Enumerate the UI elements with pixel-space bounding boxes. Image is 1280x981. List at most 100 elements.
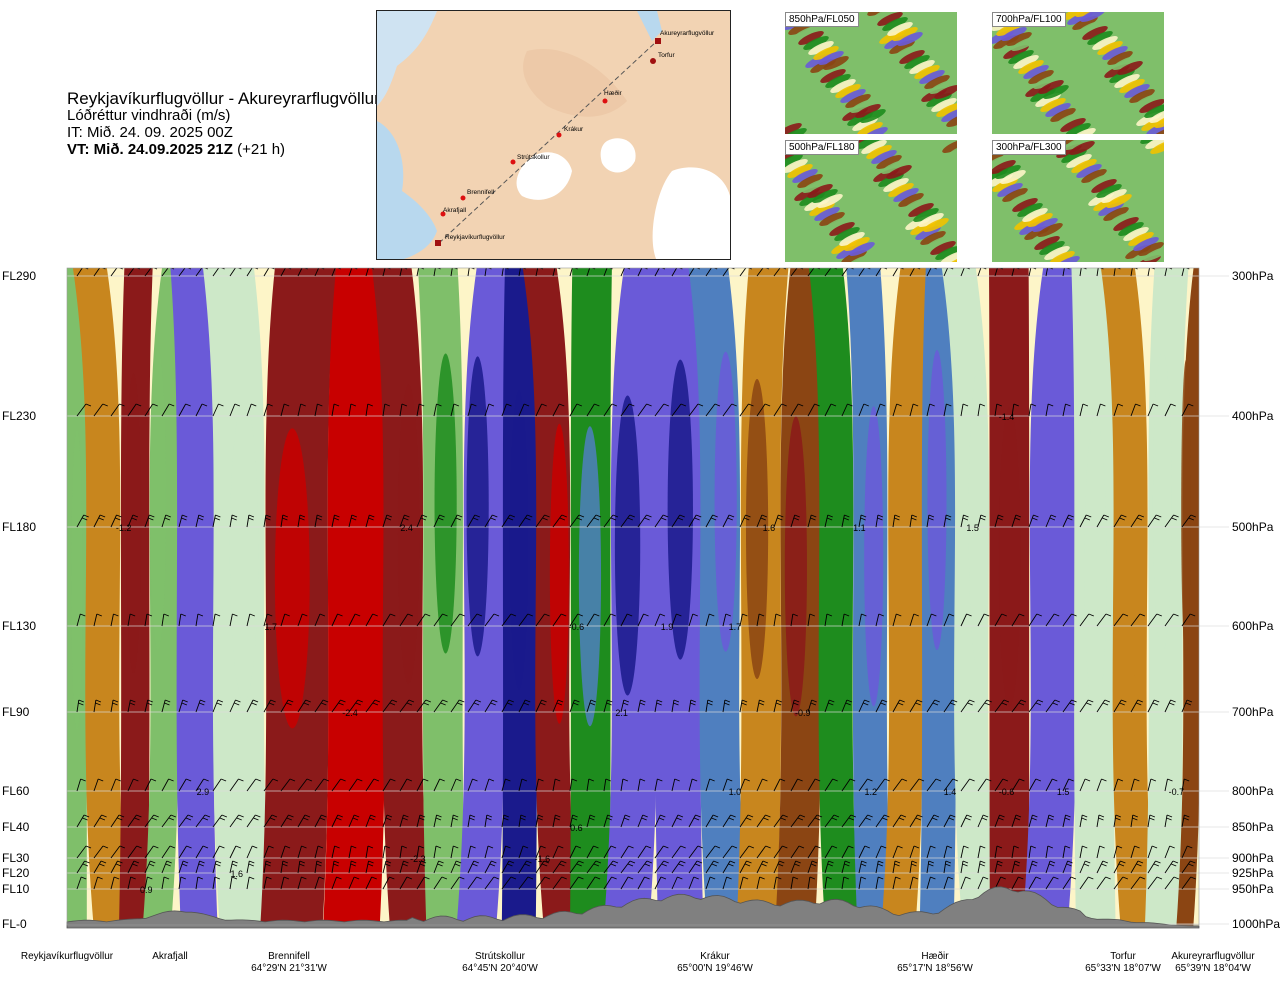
thumbnail-500[interactable]: 500hPa/FL180 xyxy=(785,140,957,262)
wind-barb xyxy=(841,778,856,792)
wind-barb xyxy=(1113,403,1124,417)
wind-barb xyxy=(1181,778,1190,792)
wind-barb xyxy=(212,514,221,528)
wind-barb xyxy=(314,268,325,277)
wind-barb xyxy=(892,613,902,627)
wind-barb xyxy=(246,403,257,417)
wind-barb xyxy=(1164,860,1179,874)
thumbnail-700[interactable]: 700hPa/FL100 xyxy=(992,12,1164,134)
pressure-tick: 700hPa xyxy=(1232,705,1274,719)
wind-barb xyxy=(671,613,682,627)
wind-barb xyxy=(654,860,669,874)
wind-barb xyxy=(705,876,716,890)
wind-barb xyxy=(297,403,306,417)
wind-barb xyxy=(1096,814,1105,828)
wind-barb xyxy=(110,860,123,874)
wind-barb xyxy=(994,814,1005,828)
wind-barb xyxy=(382,613,396,627)
wind-barb xyxy=(212,876,220,890)
wind-barb xyxy=(807,814,823,828)
wind-barb xyxy=(195,860,205,874)
map-label: Torfur xyxy=(658,52,675,59)
thumbnail-300[interactable]: 300hPa/FL300 xyxy=(992,140,1164,262)
vertical-velocity-field xyxy=(67,268,1199,928)
wind-barb xyxy=(671,699,680,713)
wind-barb xyxy=(229,514,238,528)
wind-barb xyxy=(280,845,291,859)
wind-barb xyxy=(297,613,308,627)
wind-barb xyxy=(807,845,821,859)
wind-barb xyxy=(705,860,719,874)
wind-barb xyxy=(348,814,360,828)
wind-barb xyxy=(909,778,925,792)
wind-barb xyxy=(654,514,669,528)
value-label: -1.4 xyxy=(999,412,1015,422)
wind-barb xyxy=(93,613,102,627)
wind-barb xyxy=(892,814,907,828)
wind-barb xyxy=(1130,876,1146,890)
wind-barb xyxy=(178,514,188,528)
wind-barb xyxy=(892,860,901,874)
wind-barb xyxy=(161,876,170,890)
thumbnail-850[interactable]: 850hPa/FL050 xyxy=(785,12,957,134)
wind-barb xyxy=(1079,876,1094,890)
wind-barb xyxy=(841,613,850,627)
field-core xyxy=(831,429,851,730)
location-name: Torfur xyxy=(1110,951,1136,962)
field-core xyxy=(927,350,947,651)
location-label: Akureyrarflugvöllur 65°39'N 18°04'W xyxy=(1171,951,1254,975)
pressure-tick: 800hPa xyxy=(1232,784,1274,798)
wind-barb xyxy=(93,778,104,792)
location-label: Reykjavíkurflugvöllur xyxy=(21,951,113,963)
wind-barb xyxy=(1028,613,1042,627)
wind-barb xyxy=(637,845,652,859)
wind-barb xyxy=(501,845,511,859)
pressure-tick: 1000hPa xyxy=(1232,917,1280,931)
wind-barb xyxy=(1147,778,1157,792)
wind-barb xyxy=(144,699,153,713)
wind-barb xyxy=(297,514,306,528)
wind-barb xyxy=(467,876,482,890)
map-label: Brennifell xyxy=(467,189,495,196)
wind-barb xyxy=(773,514,784,528)
wind-barb xyxy=(501,613,517,627)
wind-barb xyxy=(144,403,158,417)
wind-barb xyxy=(433,845,442,859)
wind-barb xyxy=(178,268,192,277)
wind-barb xyxy=(1028,876,1042,890)
wind-barb xyxy=(467,778,478,792)
wind-barb xyxy=(467,613,483,627)
wind-barb xyxy=(603,403,618,417)
wind-barb xyxy=(365,403,373,417)
wind-barb xyxy=(433,514,445,528)
wind-barb xyxy=(671,514,685,528)
wind-barb xyxy=(926,876,936,890)
wind-barb xyxy=(909,876,919,890)
wind-barb xyxy=(382,860,392,874)
wind-barb xyxy=(110,268,123,277)
wind-barb xyxy=(790,268,804,277)
wind-barb xyxy=(1062,403,1071,417)
wind-barb xyxy=(161,699,171,713)
wind-barb xyxy=(450,268,458,277)
wind-barb xyxy=(569,514,585,528)
wind-barb xyxy=(654,876,667,890)
wind-barb xyxy=(722,845,738,859)
wind-barb xyxy=(943,814,956,828)
wind-barb xyxy=(739,268,752,277)
wind-barb xyxy=(1045,613,1060,627)
wind-barb xyxy=(518,814,527,828)
map-label: Krákur xyxy=(564,126,584,133)
wind-barb xyxy=(705,613,715,627)
value-label: 0.6 xyxy=(570,823,583,833)
wind-barb xyxy=(943,860,952,874)
wind-barb xyxy=(654,845,669,859)
wind-barb xyxy=(688,403,704,417)
wind-barb xyxy=(246,876,255,890)
wind-barb xyxy=(399,814,409,828)
wind-barb xyxy=(229,613,238,627)
wind-barb xyxy=(161,514,171,528)
wind-barb xyxy=(365,845,374,859)
wind-barb xyxy=(76,268,89,277)
wind-barb xyxy=(739,876,749,890)
